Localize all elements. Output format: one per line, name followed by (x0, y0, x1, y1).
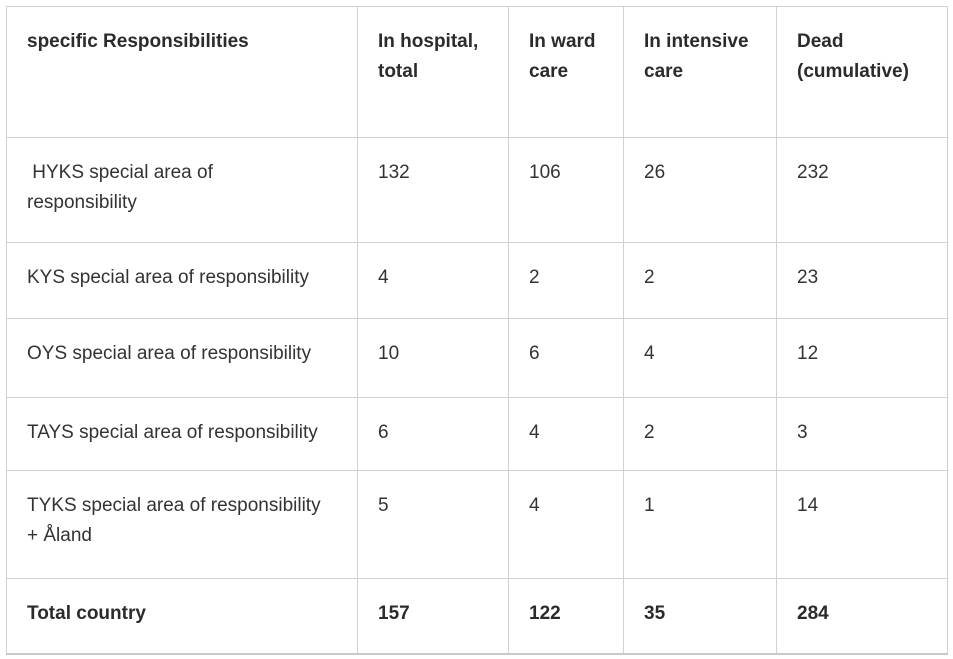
value-cell-dead: 3 (776, 397, 948, 471)
value-cell-dead: 14 (776, 470, 948, 579)
value-cell-intensive-care: 2 (623, 242, 777, 319)
table-row-total-country: Total country 157 122 35 284 (6, 578, 948, 654)
row-label: Total country (6, 578, 358, 654)
column-header-responsibilities: specific Responsibilities (6, 6, 358, 138)
value-cell-ward-care: 6 (508, 318, 624, 398)
value-cell-dead: 23 (776, 242, 948, 319)
value-cell-ward-care: 4 (508, 470, 624, 579)
table-row-tays: TAYS special area of responsibility 6 4 … (6, 397, 948, 471)
value-cell-dead: 284 (776, 578, 948, 654)
value-cell-intensive-care: 2 (623, 397, 777, 471)
value-cell-ward-care: 4 (508, 397, 624, 471)
column-header-in-ward-care: In ward care (508, 6, 624, 138)
row-label: TYKS special area of responsibility + Ål… (6, 470, 358, 579)
value-cell-intensive-care: 35 (623, 578, 777, 654)
value-cell-in-hospital: 4 (357, 242, 509, 319)
value-cell-in-hospital: 10 (357, 318, 509, 398)
value-cell-in-hospital: 132 (357, 137, 509, 243)
row-label: HYKS special area of responsibility (6, 137, 358, 243)
value-cell-in-hospital: 6 (357, 397, 509, 471)
value-cell-in-hospital: 5 (357, 470, 509, 579)
value-cell-in-hospital: 157 (357, 578, 509, 654)
value-cell-dead: 12 (776, 318, 948, 398)
table-row-tyks-aland: TYKS special area of responsibility + Ål… (6, 470, 948, 579)
hospital-care-table: specific Responsibilities In hospital, t… (6, 6, 948, 655)
value-cell-ward-care: 122 (508, 578, 624, 654)
value-cell-dead: 232 (776, 137, 948, 243)
value-cell-ward-care: 2 (508, 242, 624, 319)
row-label: KYS special area of responsibility (6, 242, 358, 319)
column-header-dead-cumulative: Dead (cumulative) (776, 6, 948, 138)
value-cell-intensive-care: 26 (623, 137, 777, 243)
column-header-in-intensive-care: In intensive care (623, 6, 777, 138)
table-row-hyks: HYKS special area of responsibility 132 … (6, 137, 948, 243)
value-cell-intensive-care: 1 (623, 470, 777, 579)
table-header-row: specific Responsibilities In hospital, t… (6, 6, 948, 138)
value-cell-ward-care: 106 (508, 137, 624, 243)
row-label: OYS special area of responsibility (6, 318, 358, 398)
value-cell-intensive-care: 4 (623, 318, 777, 398)
column-header-in-hospital-total: In hospital, total (357, 6, 509, 138)
table-row-kys: KYS special area of responsibility 4 2 2… (6, 242, 948, 319)
table-row-oys: OYS special area of responsibility 10 6 … (6, 318, 948, 398)
row-label: TAYS special area of responsibility (6, 397, 358, 471)
